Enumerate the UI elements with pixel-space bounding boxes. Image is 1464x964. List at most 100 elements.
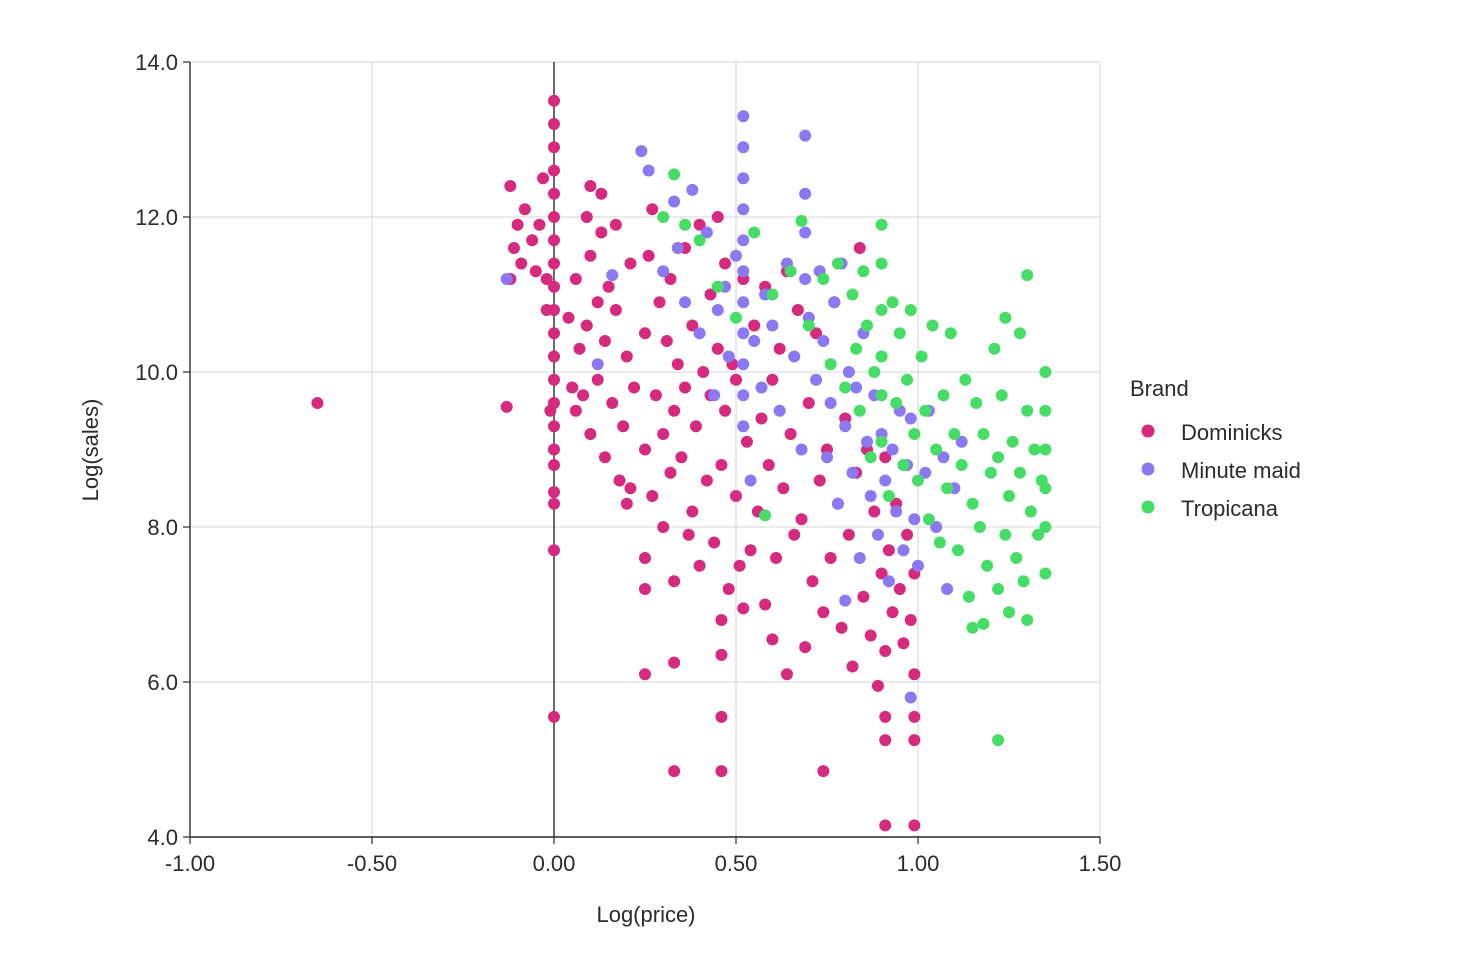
data-point	[686, 505, 699, 518]
data-point	[1021, 269, 1034, 282]
data-point	[548, 234, 560, 247]
data-point	[846, 288, 859, 301]
data-point	[1039, 443, 1052, 456]
data-point	[908, 819, 921, 832]
data-point	[755, 381, 768, 394]
axes: -1.00 -0.50 0.00 0.50 1.00 1.50 4.0 6.0 8.0 10.0 1…	[135, 50, 1121, 876]
data-point	[937, 389, 950, 402]
data-point	[901, 528, 914, 541]
data-point	[933, 536, 946, 549]
data-point	[548, 141, 560, 154]
data-point	[893, 583, 906, 595]
data-point	[657, 211, 670, 223]
data-point	[937, 451, 950, 464]
data-point	[908, 668, 921, 681]
data-point	[875, 389, 888, 402]
data-point	[850, 381, 863, 394]
data-point	[1003, 490, 1015, 502]
data-point	[875, 350, 888, 363]
data-point	[562, 311, 575, 324]
series-tropicana	[657, 168, 1052, 747]
data-point	[919, 404, 932, 417]
data-point	[748, 319, 761, 332]
data-point	[548, 710, 560, 723]
data-point	[628, 381, 641, 394]
data-point	[773, 404, 786, 417]
data-point	[620, 350, 633, 363]
data-point	[642, 249, 655, 262]
data-point	[591, 296, 604, 309]
data-point	[908, 513, 921, 526]
data-point	[548, 257, 560, 270]
data-point	[992, 451, 1005, 464]
data-point	[639, 327, 651, 340]
data-point	[970, 397, 983, 409]
data-point	[766, 319, 779, 332]
data-point	[977, 617, 990, 630]
data-point	[548, 94, 560, 107]
data-point	[941, 583, 954, 595]
legend-title: Brand	[1130, 376, 1189, 401]
data-point	[773, 342, 786, 355]
data-point	[1006, 435, 1019, 448]
data-point	[737, 420, 750, 433]
data-point	[548, 397, 560, 409]
data-point	[842, 528, 855, 541]
data-point	[584, 180, 597, 192]
data-point	[646, 203, 659, 216]
data-point	[591, 358, 604, 371]
data-point	[879, 451, 892, 464]
data-point	[682, 528, 695, 541]
data-point	[657, 265, 670, 278]
data-point	[759, 598, 772, 611]
data-point	[708, 389, 721, 402]
data-point	[653, 296, 666, 309]
data-point	[930, 521, 943, 533]
data-point	[831, 257, 844, 270]
data-point	[668, 404, 681, 417]
data-point	[988, 342, 1001, 355]
data-point	[886, 443, 899, 456]
data-point	[504, 180, 517, 192]
data-point	[500, 273, 513, 285]
data-point	[548, 164, 560, 177]
data-point	[846, 466, 859, 479]
data-point	[839, 420, 852, 433]
data-point	[788, 350, 801, 363]
data-point	[548, 304, 560, 316]
data-point	[548, 327, 560, 340]
data-point	[871, 528, 884, 541]
y-tick-label: 14.0	[135, 50, 178, 75]
data-point	[890, 397, 903, 409]
data-point	[737, 358, 750, 371]
data-point	[799, 641, 812, 654]
data-point	[744, 544, 757, 557]
data-point	[908, 734, 921, 747]
data-point	[948, 428, 961, 440]
data-point	[864, 451, 877, 464]
data-point	[824, 358, 837, 371]
data-point	[1039, 404, 1052, 417]
data-point	[737, 265, 750, 278]
x-tick-label: 1.50	[1079, 851, 1122, 876]
x-tick-label: 0.00	[533, 851, 576, 876]
data-point	[944, 327, 957, 340]
data-point	[748, 335, 761, 347]
data-point	[606, 269, 619, 282]
data-point	[595, 187, 608, 200]
data-point	[598, 451, 611, 464]
y-tick-label: 4.0	[147, 825, 178, 850]
data-point	[737, 327, 750, 340]
data-point	[861, 319, 874, 332]
data-point	[715, 765, 728, 778]
data-point	[737, 172, 750, 185]
data-point	[737, 110, 750, 123]
legend-label: Dominicks	[1181, 420, 1282, 445]
data-point	[973, 521, 986, 533]
data-point	[831, 497, 844, 510]
data-point	[548, 459, 560, 471]
data-point	[784, 265, 797, 278]
data-point	[857, 590, 870, 603]
data-point	[511, 218, 524, 231]
data-point	[668, 168, 681, 181]
